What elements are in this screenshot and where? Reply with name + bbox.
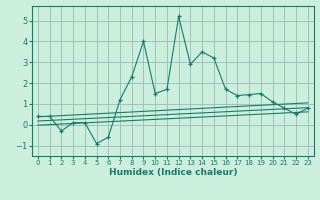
X-axis label: Humidex (Indice chaleur): Humidex (Indice chaleur) — [108, 168, 237, 177]
